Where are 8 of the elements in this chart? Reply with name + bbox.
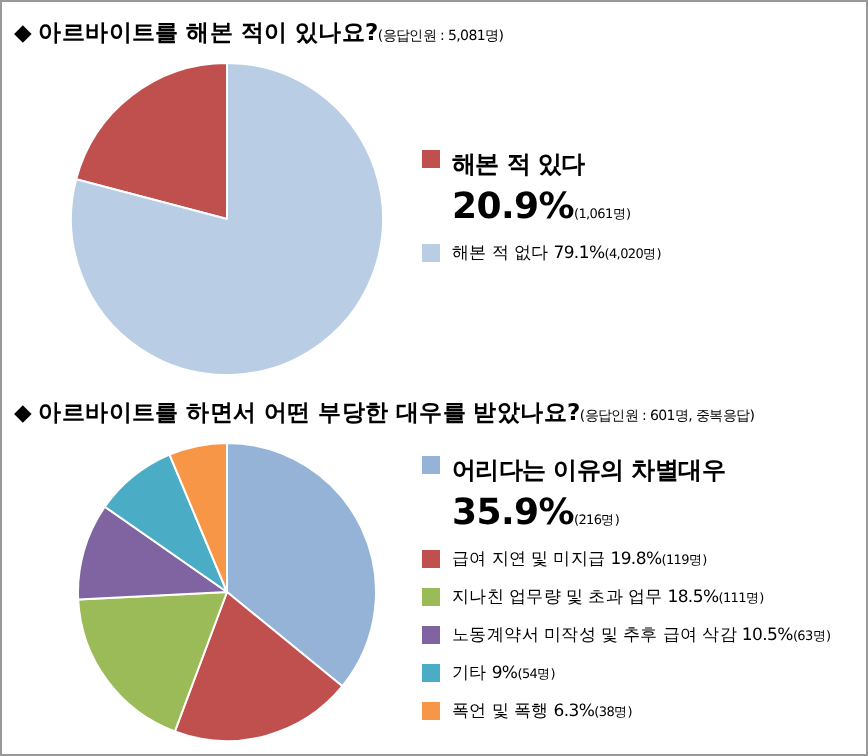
legend-label: 기타: [452, 664, 489, 684]
legend-label: 지나친 업무량 및 초과 업무: [452, 588, 665, 608]
legend-label: 노동계약서 미작성 및 추후 급여 삭감: [452, 626, 740, 646]
legend-label: 급여 지연 및 미지급: [452, 550, 608, 570]
legend-label: 폭언 및 폭행: [452, 702, 551, 722]
legend-label: 어리다는 이유의 차별대우: [452, 456, 725, 484]
legend-label: 해본 적 있다: [452, 150, 585, 178]
legend-label: 해본 적 없다: [452, 244, 551, 264]
